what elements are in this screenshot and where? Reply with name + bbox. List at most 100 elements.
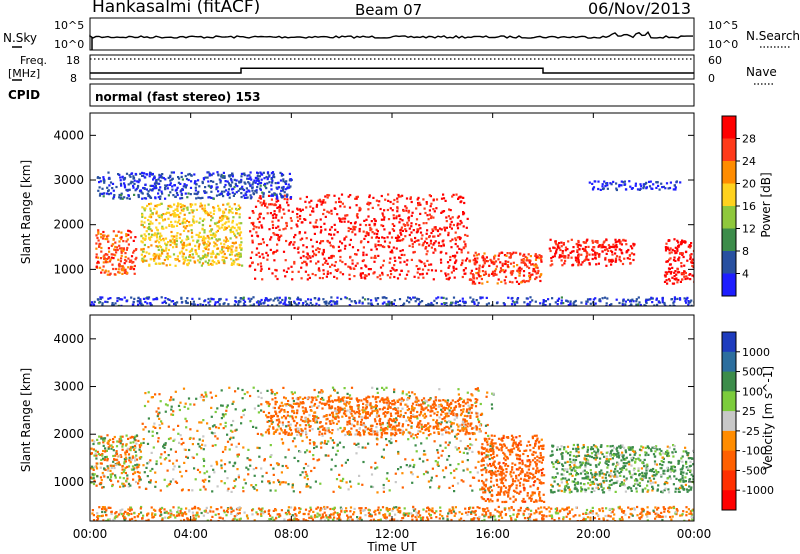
heatmap-cell <box>260 224 263 227</box>
heatmap-cell <box>112 238 115 241</box>
heatmap-cell <box>527 280 530 283</box>
heatmap-cell <box>450 227 453 230</box>
heatmap-cell <box>475 261 478 264</box>
heatmap-cell <box>213 209 216 212</box>
heatmap-cell <box>299 434 303 437</box>
heatmap-cell <box>504 262 507 266</box>
heatmap-cell <box>598 299 601 302</box>
heatmap-cell <box>661 186 664 189</box>
heatmap-cell <box>183 213 186 216</box>
heatmap-cell <box>548 303 552 306</box>
heatmap-cell <box>438 388 441 391</box>
heatmap-cell <box>131 303 134 306</box>
heatmap-cell <box>261 238 265 241</box>
heatmap-cell <box>618 301 621 305</box>
heatmap-cell <box>386 274 389 277</box>
heatmap-cell <box>368 194 371 197</box>
heatmap-cell <box>275 214 278 217</box>
heatmap-cell <box>309 221 312 224</box>
heatmap-cell <box>233 226 236 230</box>
heatmap-cell <box>101 268 104 272</box>
heatmap-cell <box>231 225 234 228</box>
heatmap-cell <box>302 250 305 253</box>
heatmap-cell <box>656 303 659 306</box>
heatmap-cell <box>321 428 325 431</box>
heatmap-cell <box>329 272 332 275</box>
heatmap-cell <box>569 251 572 254</box>
heatmap-cell <box>207 301 210 304</box>
heatmap-cell <box>204 253 207 256</box>
heatmap-cell <box>162 445 165 448</box>
heatmap-cell <box>327 440 330 443</box>
heatmap-cell <box>284 299 287 302</box>
heatmap-cell <box>402 209 405 212</box>
heatmap-cell <box>151 434 154 437</box>
heatmap-cell <box>511 252 514 256</box>
heatmap-cell <box>369 229 372 232</box>
heatmap-cell <box>447 414 450 418</box>
heatmap-cell <box>319 225 323 229</box>
heatmap-cell <box>347 220 350 223</box>
heatmap-cell <box>133 193 136 196</box>
heatmap-cell <box>158 203 161 206</box>
heatmap-cell <box>206 254 209 257</box>
heatmap-cell <box>96 298 99 301</box>
heatmap-cell <box>264 204 267 207</box>
heatmap-cell <box>490 259 493 262</box>
heatmap-cell <box>462 429 465 432</box>
heatmap-cell <box>270 388 273 392</box>
heatmap-cell <box>137 193 140 197</box>
heatmap-cell <box>171 225 174 228</box>
heatmap-cell <box>226 245 229 248</box>
heatmap-cell <box>444 407 447 410</box>
heatmap-cell <box>178 408 181 412</box>
heatmap-cell <box>335 478 339 481</box>
heatmap-cell <box>373 222 376 225</box>
heatmap-cell <box>191 218 195 221</box>
heatmap-cell <box>454 405 457 409</box>
power-colorbar-label: Power [dB] <box>759 172 773 237</box>
heatmap-cell <box>155 218 158 222</box>
heatmap-cell <box>316 459 319 462</box>
heatmap-cell <box>297 302 301 305</box>
heatmap-cell <box>149 238 152 241</box>
heatmap-cell <box>144 300 147 304</box>
heatmap-cell <box>449 217 452 220</box>
heatmap-cell <box>237 226 240 229</box>
heatmap-cell <box>456 224 459 227</box>
heatmap-cell <box>233 203 236 206</box>
heatmap-cell <box>411 406 414 409</box>
heatmap-cell <box>201 262 205 265</box>
heatmap-cell <box>233 479 236 482</box>
heatmap-cell <box>598 244 601 247</box>
heatmap-cell <box>149 481 152 484</box>
heatmap-cell <box>555 251 558 254</box>
heatmap-cell <box>614 259 618 262</box>
heatmap-cell <box>358 209 361 212</box>
heatmap-cell <box>323 208 326 211</box>
heatmap-cell <box>156 236 159 239</box>
heatmap-cell <box>459 424 462 427</box>
heatmap-cell <box>101 296 104 299</box>
heatmap-cell <box>469 272 472 275</box>
heatmap-cell <box>452 412 455 415</box>
cpid-panel: CPID normal (fast stereo) 153 <box>8 83 695 107</box>
heatmap-cell <box>222 203 225 206</box>
heatmap-cell <box>389 269 392 273</box>
heatmap-cell <box>479 297 482 300</box>
heatmap-cell <box>284 432 287 436</box>
heatmap-cell <box>149 258 152 261</box>
heatmap-cell <box>166 258 169 261</box>
heatmap-cell <box>355 197 358 200</box>
heatmap-cell <box>345 404 348 407</box>
heatmap-cell <box>286 201 289 204</box>
heatmap-cell <box>392 246 395 249</box>
heatmap-cell <box>132 239 135 242</box>
heatmap-cell <box>436 414 439 417</box>
power-ytick-label: 4000 <box>53 128 84 142</box>
heatmap-cell <box>368 433 371 436</box>
heatmap-cell <box>619 242 622 245</box>
heatmap-cell <box>349 238 352 241</box>
heatmap-cell <box>318 430 321 433</box>
heatmap-cell <box>241 188 244 191</box>
